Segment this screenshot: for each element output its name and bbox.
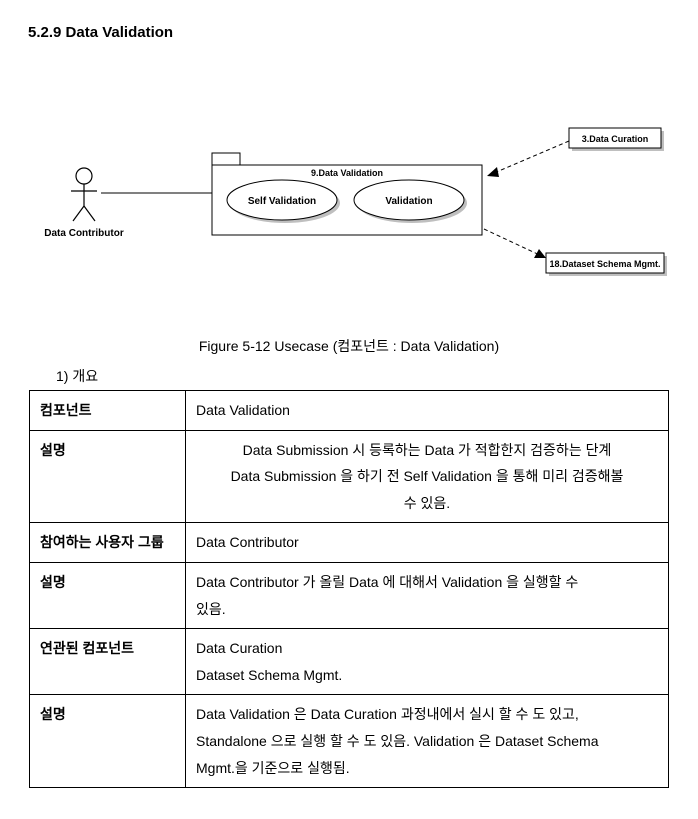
table-row: 설명 Data Submission 시 등록하는 Data 가 적합한지 검증하… bbox=[30, 430, 669, 523]
table-value-line: Standalone 으로 실행 할 수 도 있음. Validation 은 … bbox=[196, 733, 598, 749]
table-row: 연관된 컴포넌트 Data Curation Dataset Schema Mgmt… bbox=[30, 629, 669, 695]
figure-caption: Figure 5-12 Usecase (컴포넌트 : Data Validat… bbox=[28, 336, 670, 356]
table-value: Data Curation Dataset Schema Mgmt. bbox=[186, 629, 669, 695]
table-value: Data Validation 은 Data Curation 과정내에서 실시… bbox=[186, 695, 669, 788]
table-key: 연관된 컴포넌트 bbox=[30, 629, 186, 695]
dep-arrow-top bbox=[487, 167, 499, 177]
actor-label: Data Contributor bbox=[44, 228, 124, 239]
package-tab bbox=[212, 153, 240, 165]
table-value-line: Data Submission 을 하기 전 Self Validation 을… bbox=[231, 468, 624, 484]
table-value: Data Validation bbox=[186, 391, 669, 431]
table-value-line: 있음. bbox=[196, 601, 226, 617]
actor-icon bbox=[71, 168, 97, 221]
table-value-line: Data Contributor 가 올릴 Data 에 대해서 Validat… bbox=[196, 574, 578, 590]
table-value-line: Dataset Schema Mgmt. bbox=[196, 667, 342, 683]
table-row: 컴포넌트Data Validation bbox=[30, 391, 669, 431]
table-row: 설명 Data Validation 은 Data Curation 과정내에서 … bbox=[30, 695, 669, 788]
table-value: Data Contributor 가 올릴 Data 에 대해서 Validat… bbox=[186, 562, 669, 628]
ext-top-label: 3.Data Curation bbox=[582, 134, 649, 144]
table-key: 설명 bbox=[30, 562, 186, 628]
diagram-svg: Data Contributor 9.Data Validation Self … bbox=[29, 81, 669, 291]
usecase2-label: Validation bbox=[385, 196, 432, 207]
table-row: 설명 Data Contributor 가 올릴 Data 에 대해서 Valid… bbox=[30, 562, 669, 628]
table-value-line: Mgmt.을 기준으로 실행됨. bbox=[196, 760, 350, 776]
table-value: Data Contributor bbox=[186, 523, 669, 563]
table-value-line: Data Submission 시 등록하는 Data 가 적합한지 검증하는 … bbox=[243, 442, 612, 458]
usecase1-label: Self Validation bbox=[248, 196, 316, 207]
table-value-line: Data Curation bbox=[196, 640, 282, 656]
table-value: Data Submission 시 등록하는 Data 가 적합한지 검증하는 … bbox=[186, 430, 669, 523]
table-key: 설명 bbox=[30, 695, 186, 788]
package-label: 9.Data Validation bbox=[311, 168, 383, 178]
table-value-line: Data Validation 은 Data Curation 과정내에서 실시… bbox=[196, 706, 579, 722]
list-item-overview: 1) 개요 bbox=[56, 366, 670, 386]
table-row: 참여하는 사용자 그룹Data Contributor bbox=[30, 523, 669, 563]
ext-bottom-label: 18.Dataset Schema Mgmt. bbox=[549, 259, 660, 269]
table-key: 참여하는 사용자 그룹 bbox=[30, 523, 186, 563]
section-heading: 5.2.9 Data Validation bbox=[28, 24, 670, 41]
dep-line-top bbox=[487, 141, 569, 176]
table-key: 컴포넌트 bbox=[30, 391, 186, 431]
spec-table: 컴포넌트Data Validation설명Data Submission 시 등… bbox=[29, 390, 669, 788]
table-value-line: 수 있음. bbox=[404, 495, 450, 511]
usecase-diagram: Data Contributor 9.Data Validation Self … bbox=[29, 81, 669, 296]
table-key: 설명 bbox=[30, 430, 186, 523]
